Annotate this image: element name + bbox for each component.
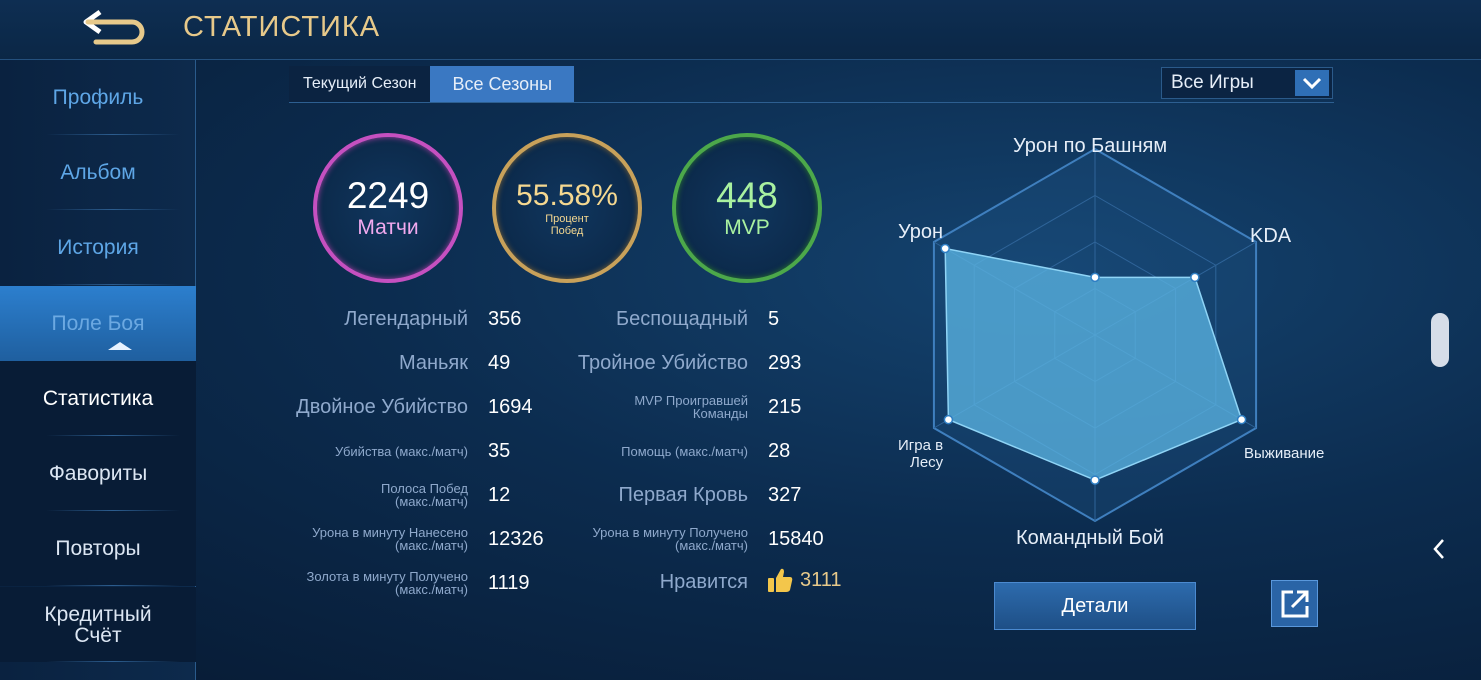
stat-value-double-kill: 1694 [488,396,533,418]
radar-label-damage: Урон [898,221,944,243]
stat-value-first-blood: 327 [768,484,802,506]
stat-label-win-streak: Полоса Побед [381,481,468,496]
winrate-label: Процент [545,213,589,225]
sidebar-item-label: Профиль [52,85,144,109]
page-title: СТАТИСТИКА [183,11,381,43]
radar-label-teamfight: Командный Бой [1016,527,1164,549]
top-bar: СТАТИСТИКА [0,0,1481,60]
radar-label-jungle: Игра в [898,437,944,454]
stat-label-savage: Беспощадный [615,308,748,330]
matches-value: 2249 [346,175,430,216]
radar-points [940,243,1247,485]
stat-label-max-assists: Помощь (макс./матч) [621,444,748,459]
sidebar-item-profile[interactable]: Профиль [0,60,196,135]
sidebar-item-battlefield[interactable]: Поле Боя [0,286,196,361]
games-filter-value: Все Игры [1171,72,1254,93]
back-button[interactable] [80,6,154,48]
sidebar-item-label: Альбом [60,160,136,184]
radar-point-damage [940,243,950,254]
radar-point-teamfight [1090,475,1100,485]
stat-label-gpm-line2: (макс./матч) [395,582,468,597]
scrollbar-handle[interactable] [1431,313,1449,367]
sidebar-item-label: Кредитный [44,602,152,626]
stat-value-triple-kill: 293 [768,352,802,374]
stat-value-dpm-dealt: 12326 [488,528,544,550]
matches-circle: 2249 Матчи [313,133,463,283]
stat-label-dpm-dealt: Урона в минуту Нанесено [312,525,468,540]
mvp-value: 448 [716,175,778,216]
stat-label-gpm: Золота в минуту Получено [306,569,468,584]
stat-value-win-streak: 12 [488,484,511,506]
stat-label-first-blood: Первая Кровь [618,484,748,506]
stat-label-dpm-dealt-line2: (макс./матч) [395,538,468,553]
stat-label-dpm-taken-line2: (макс./матч) [675,538,748,553]
sidebar-item-label: Фавориты [48,461,148,485]
radar-chart: Урон по Башням KDA Выживание Командный Б… [880,120,1350,560]
stat-label-legendary: Легендарный [344,308,468,330]
sidebar-item-label-line2: Счёт [74,623,122,647]
sidebar: Профиль Альбом История Поле Боя Статисти… [0,60,196,680]
mvp-label: MVP [724,216,770,239]
winrate-label-line2: Побед [550,225,584,237]
stat-label-maniac: Маньяк [398,352,468,374]
stat-value-max-assists: 28 [768,440,791,462]
winrate-value: 55.58% [516,179,618,212]
radar-label-jungle-line2: Лесу [910,454,944,471]
radar-point-survival [1236,414,1247,425]
radar-svg [932,147,1258,523]
stat-label-max-kills: Убийства (макс./матч) [335,444,468,459]
stat-label-double-kill: Двойное Убийство [296,396,468,418]
games-filter-select[interactable]: Все Игры [1161,67,1333,99]
tab-divider [289,102,1334,103]
chevron-left-icon[interactable] [1430,537,1448,566]
sidebar-subitem-replays[interactable]: Повторы [0,511,196,586]
sidebar-subitem-favorites[interactable]: Фавориты [0,436,196,511]
stat-label-dpm-taken: Урона в минуту Получено [592,525,748,540]
likes-count: 3111 [800,568,842,591]
radar-label-tower: Урон по Башням [1013,135,1168,157]
external-link-icon [1281,590,1308,617]
sidebar-item-label: История [57,235,139,259]
sidebar-subitem-statistics[interactable]: Статистика [0,361,196,436]
stat-label-losing-mvp: MVP Проигравшей [634,393,748,408]
share-button[interactable] [1271,580,1318,627]
stat-value-savage: 5 [768,308,780,330]
matches-label: Матчи [357,216,419,239]
stat-label-losing-mvp-line2: Команды [692,406,748,421]
stat-label-win-streak-line2: (макс./матч) [395,494,468,509]
tab-current-season[interactable]: Текущий Сезон [289,66,431,102]
stat-value-maniac: 49 [488,352,511,374]
sidebar-item-label: Поле Боя [51,311,145,335]
sidebar-item-album[interactable]: Альбом [0,135,196,210]
radar-label-kda: KDA [1250,225,1292,247]
stat-value-legendary: 356 [488,308,522,330]
stat-value-max-kills: 35 [488,440,511,462]
sidebar-item-label: Статистика [42,386,154,410]
stat-value-losing-mvp: 215 [768,396,802,418]
sidebar-subitem-credit[interactable]: Кредитный Счёт [0,587,196,662]
stat-label-triple-kill: Тройное Убийство [577,352,748,374]
tab-all-seasons[interactable]: Все Сезоны [430,66,575,102]
season-tabs: Текущий Сезон Все Сезоны [289,66,575,102]
chevron-down-icon [1295,70,1329,96]
likes-row[interactable]: 3111 [766,566,842,594]
collapse-caret-icon [108,342,132,350]
details-button[interactable]: Детали [994,582,1196,630]
radar-point-tower [1090,272,1100,283]
back-arrow-icon [83,9,145,45]
stat-value-gpm: 1119 [488,572,530,594]
stat-value-dpm-taken: 15840 [768,528,824,550]
mvp-circle: 448 MVP [672,133,822,283]
sidebar-item-label: Повторы [55,536,141,560]
thumbs-up-icon [768,568,793,592]
sidebar-item-history[interactable]: История [0,210,196,285]
radar-point-kda [1190,272,1200,283]
radar-point-jungle [943,414,954,425]
radar-label-survival: Выживание [1244,445,1325,462]
winrate-circle: 55.58% Процент Побед [492,133,642,283]
stat-label-likes: Нравится [659,571,748,593]
